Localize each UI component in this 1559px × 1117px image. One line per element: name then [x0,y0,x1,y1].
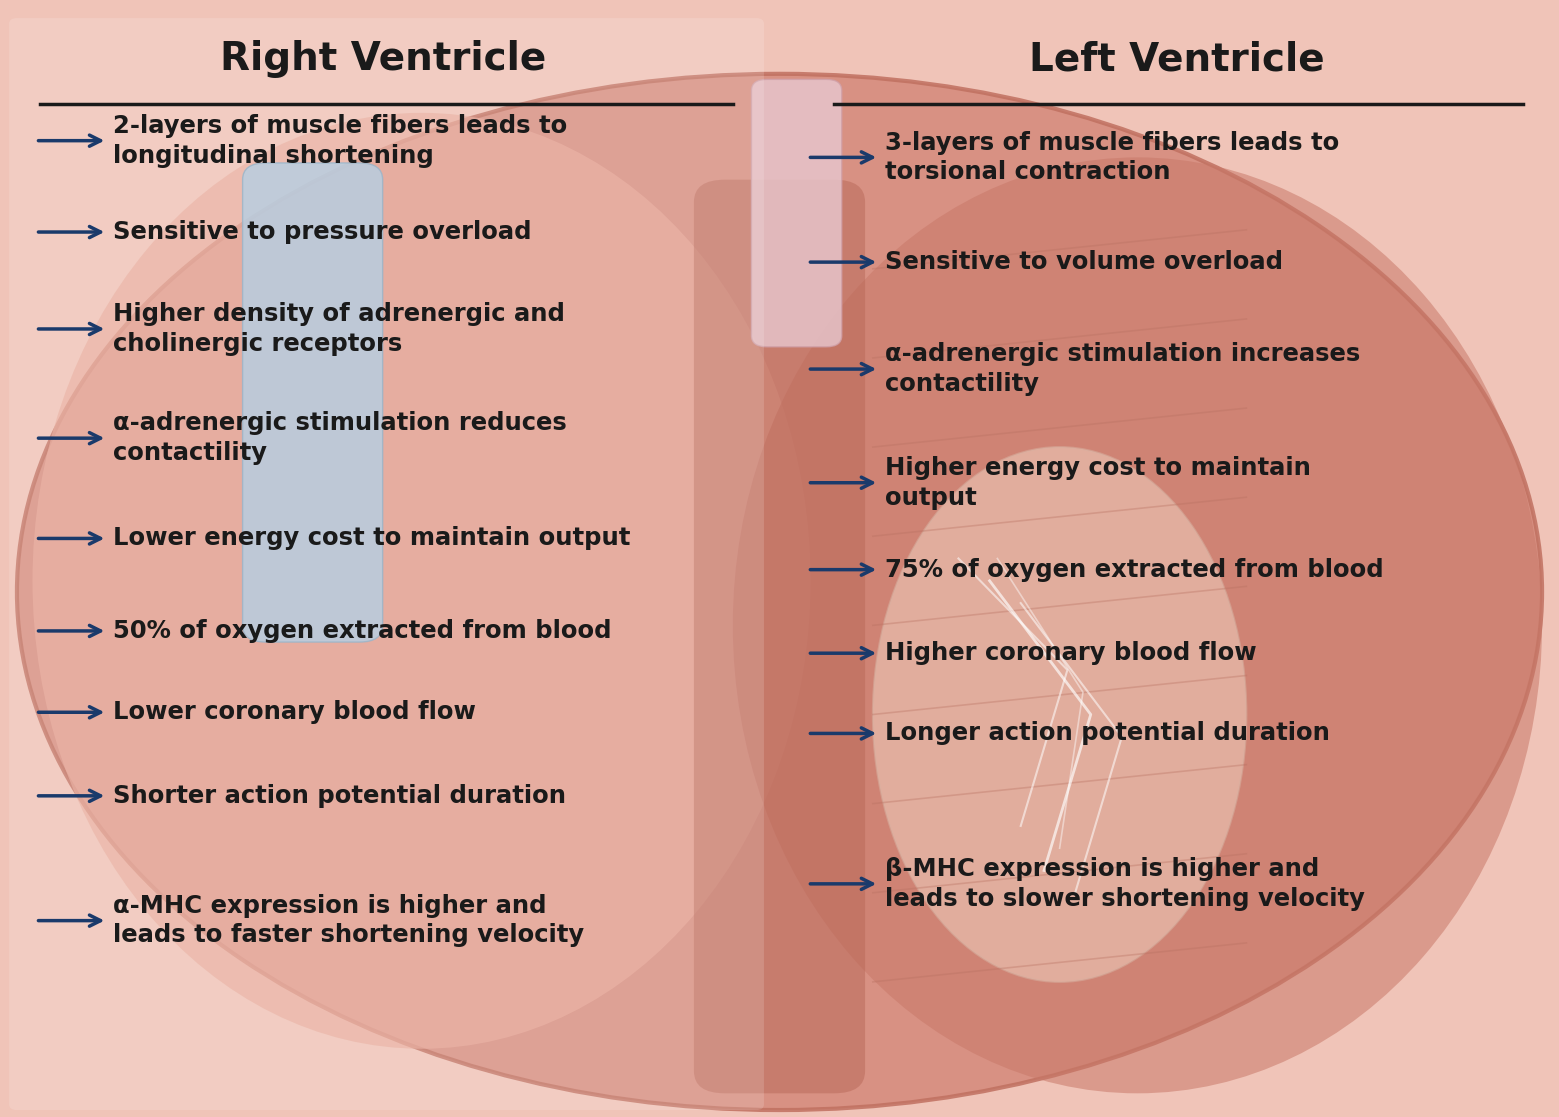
Text: Higher coronary blood flow: Higher coronary blood flow [886,641,1257,666]
Text: Sensitive to volume overload: Sensitive to volume overload [886,250,1283,274]
Ellipse shape [17,74,1542,1110]
Text: α-MHC expression is higher and
leads to faster shortening velocity: α-MHC expression is higher and leads to … [114,894,585,947]
Text: α-adrenergic stimulation increases
contactility: α-adrenergic stimulation increases conta… [886,342,1361,395]
Text: Lower coronary blood flow: Lower coronary blood flow [114,700,477,724]
Text: Higher energy cost to maintain
output: Higher energy cost to maintain output [886,456,1311,509]
FancyBboxPatch shape [694,180,865,1094]
Text: Lower energy cost to maintain output: Lower energy cost to maintain output [114,526,631,551]
Text: Left Ventricle: Left Ventricle [1029,40,1324,78]
Text: Shorter action potential duration: Shorter action potential duration [114,784,566,808]
Text: Longer action potential duration: Longer action potential duration [886,722,1330,745]
Text: 3-layers of muscle fibers leads to
torsional contraction: 3-layers of muscle fibers leads to torsi… [886,131,1339,184]
Text: Higher density of adrenergic and
cholinergic receptors: Higher density of adrenergic and choline… [114,302,566,356]
Text: 75% of oxygen extracted from blood: 75% of oxygen extracted from blood [886,557,1384,582]
Ellipse shape [33,113,811,1049]
Text: Sensitive to pressure overload: Sensitive to pressure overload [114,220,532,244]
Text: β-MHC expression is higher and
leads to slower shortening velocity: β-MHC expression is higher and leads to … [886,857,1366,910]
Text: 2-layers of muscle fibers leads to
longitudinal shortening: 2-layers of muscle fibers leads to longi… [114,114,567,168]
FancyBboxPatch shape [243,163,382,642]
FancyBboxPatch shape [9,18,764,1110]
Ellipse shape [733,157,1542,1094]
Text: α-adrenergic stimulation reduces
contactility: α-adrenergic stimulation reduces contact… [114,411,567,465]
FancyBboxPatch shape [751,79,842,346]
Text: Right Ventricle: Right Ventricle [220,40,546,78]
Text: 50% of oxygen extracted from blood: 50% of oxygen extracted from blood [114,619,613,643]
Ellipse shape [873,447,1246,982]
